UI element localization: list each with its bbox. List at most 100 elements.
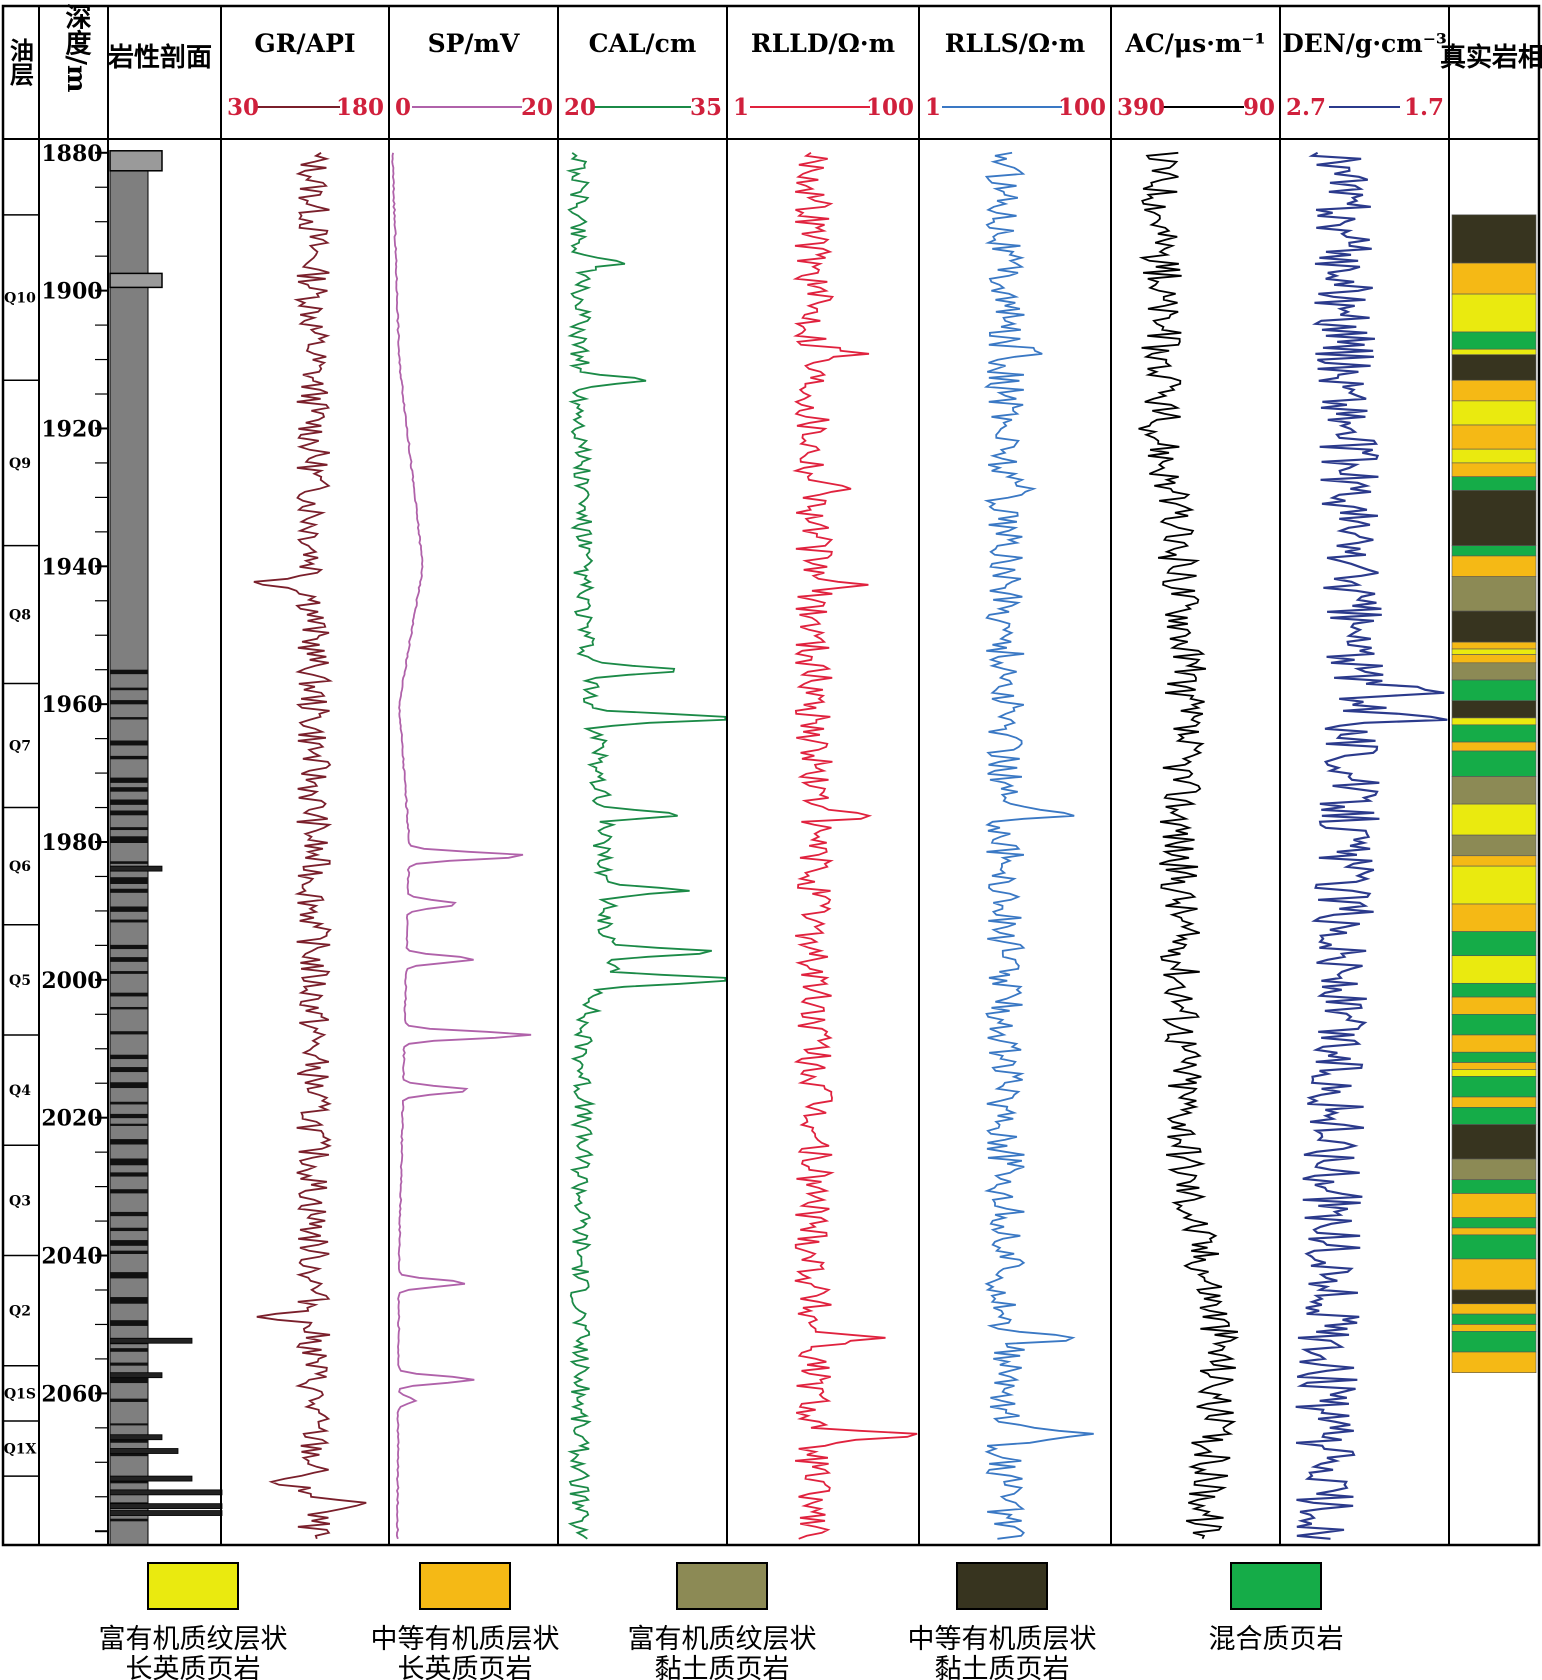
log-curve <box>391 152 532 1540</box>
legend-label: 中等有机质层状 <box>908 1624 1097 1655</box>
legend-label: 黏土质页岩 <box>655 1654 790 1680</box>
facies-interval <box>1451 931 1537 957</box>
facies-interval <box>1451 331 1537 350</box>
lithology-band <box>110 944 148 950</box>
track-min-label: 30 <box>227 94 259 121</box>
facies-interval <box>1451 662 1537 681</box>
lithology-band <box>110 1518 148 1522</box>
facies-interval <box>1451 214 1537 264</box>
track-title: AC/μs·m⁻¹ <box>1124 29 1265 58</box>
lithology-band <box>110 777 148 783</box>
track-max-label: 90 <box>1243 94 1275 121</box>
facies-interval <box>1451 648 1537 655</box>
log-curve <box>1138 151 1240 1540</box>
facies-interval <box>1451 354 1537 381</box>
lithology-band <box>110 1297 148 1304</box>
facies-interval <box>1451 1331 1537 1353</box>
depth-tick-label: 2000 <box>41 968 102 994</box>
facies-interval <box>1451 1069 1537 1077</box>
facies-interval <box>1451 1313 1537 1325</box>
zone-label: Q8 <box>9 608 31 624</box>
track-max-label: 35 <box>690 94 722 121</box>
track-min-label: 390 <box>1117 94 1165 121</box>
facies-interval <box>1451 955 1537 984</box>
facies-interval <box>1451 996 1537 1015</box>
lithology-band <box>110 717 148 720</box>
track-min-label: 1 <box>925 94 941 121</box>
track-min-label: 20 <box>564 94 596 121</box>
zone-label: Q4 <box>9 1083 31 1099</box>
legend-swatch <box>676 1562 768 1610</box>
facies-interval <box>1451 1107 1537 1125</box>
lithology-band <box>110 787 148 792</box>
facies-interval <box>1451 1193 1537 1218</box>
lithology-band <box>110 1240 148 1246</box>
lithology-band <box>110 1227 148 1232</box>
facies-interval <box>1451 724 1537 743</box>
track-title: GR/API <box>254 29 355 58</box>
lithology-band <box>110 1101 148 1105</box>
lithology-ledge <box>109 272 163 289</box>
facies-interval <box>1451 1062 1537 1070</box>
facies-interval <box>1451 1258 1537 1291</box>
depth-header: 深度/m <box>61 3 91 92</box>
legend-swatch <box>147 1562 239 1610</box>
depth-tick-label: 1900 <box>41 279 102 305</box>
lithology-band <box>110 1172 148 1177</box>
facies-interval <box>1451 1324 1537 1332</box>
legend-label: 长英质页岩 <box>398 1654 533 1680</box>
facies-interval <box>1451 1217 1537 1229</box>
depth-tick-label: 2020 <box>41 1106 102 1132</box>
lithology-band <box>110 1006 148 1010</box>
log-curve <box>1295 151 1448 1540</box>
depth-tick-label: 1920 <box>41 416 102 442</box>
facies-interval <box>1451 545 1537 557</box>
facies-interval <box>1451 834 1537 857</box>
track-max-label: 100 <box>1058 94 1106 121</box>
facies-interval <box>1451 1179 1537 1194</box>
zone-label: Q1S <box>4 1386 36 1402</box>
lithology-band <box>109 865 163 872</box>
facies-interval <box>1451 1227 1537 1236</box>
legend-label: 富有机质纹层状 <box>628 1624 817 1655</box>
facies-interval <box>1451 1234 1537 1260</box>
lithology-band <box>110 971 148 974</box>
track-title: CAL/cm <box>589 29 697 58</box>
log-curve <box>565 152 727 1540</box>
facies-interval <box>1451 1014 1537 1036</box>
frame-lines <box>1 4 1541 1547</box>
lithology-band <box>109 1510 223 1516</box>
lithology-band <box>110 755 148 760</box>
lithology-band <box>110 810 148 816</box>
lithology-band <box>110 1437 148 1443</box>
facies-interval <box>1451 448 1537 464</box>
lithology-band <box>110 1082 148 1089</box>
legend-label: 混合质页岩 <box>1209 1624 1344 1655</box>
lithology-band <box>109 1448 179 1454</box>
facies-interval <box>1451 750 1537 777</box>
lithology-band <box>110 919 148 923</box>
lithology-band <box>110 1031 148 1035</box>
facies-interval <box>1451 400 1537 426</box>
facies-interval <box>1451 293 1537 333</box>
facies-interval <box>1451 717 1537 726</box>
log-curves <box>253 151 1448 1540</box>
track-max-label: 180 <box>336 94 384 121</box>
lithology-band <box>110 1320 148 1326</box>
background-fills <box>109 150 1537 1546</box>
legend-swatch <box>956 1562 1048 1610</box>
facies-interval <box>1451 903 1537 932</box>
lithology-ledge <box>109 150 163 172</box>
facies-interval <box>1451 379 1537 402</box>
facies-interval <box>1451 654 1537 664</box>
lithology-band <box>110 1211 148 1217</box>
lithology-band <box>110 888 148 893</box>
labels: Q10Q9Q8Q7Q6Q5Q4Q3Q2Q1SQ1X188019001920194… <box>4 29 1447 1458</box>
legend-swatch <box>419 1562 511 1610</box>
zone-label: Q1X <box>4 1442 37 1458</box>
facies-interval <box>1451 855 1537 867</box>
track-title: RLLD/Ω·m <box>751 29 895 58</box>
lithology-band <box>110 1453 148 1457</box>
lithology-band <box>110 836 148 843</box>
legend-swatch <box>1230 1562 1322 1610</box>
